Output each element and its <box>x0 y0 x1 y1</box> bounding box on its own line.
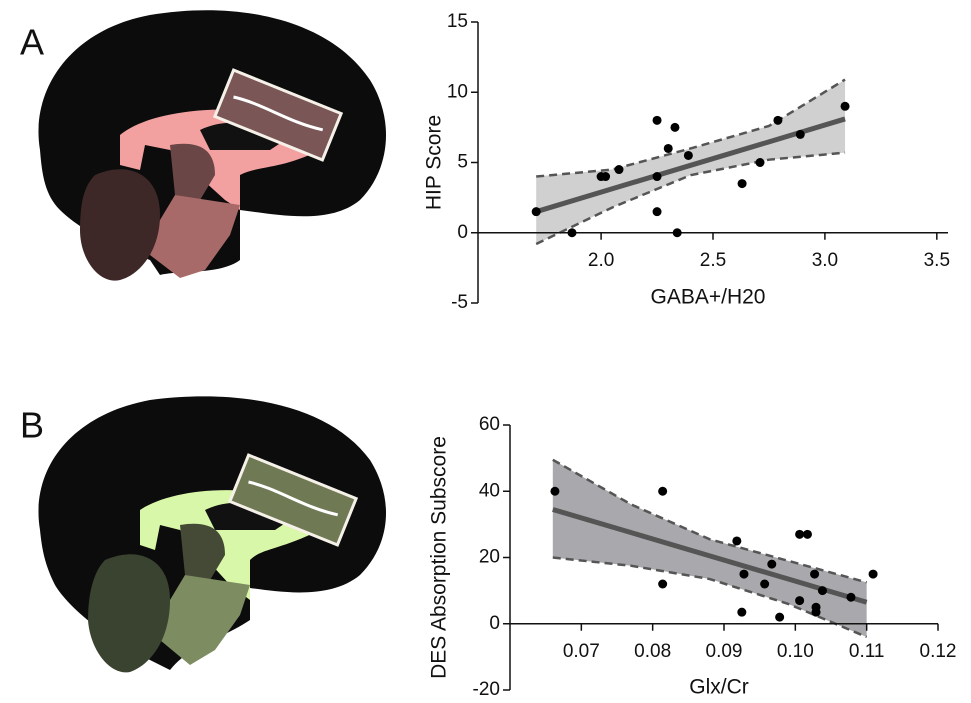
y-tick-label: 20 <box>479 547 500 568</box>
data-point <box>683 150 693 160</box>
data-point <box>802 529 812 539</box>
data-point <box>652 207 662 217</box>
x-tick-label: 3.0 <box>812 250 838 271</box>
x-axis-title: Glx/Cr <box>689 676 749 698</box>
data-point <box>652 115 662 125</box>
data-point <box>672 228 682 238</box>
data-point <box>767 559 777 569</box>
y-tick-label: -20 <box>473 679 500 698</box>
confidence-band <box>552 459 867 637</box>
data-point <box>846 592 856 602</box>
data-point <box>601 172 611 182</box>
data-point <box>658 579 668 589</box>
x-tick-label: 0.12 <box>920 641 957 662</box>
x-tick-label: 0.11 <box>849 641 885 662</box>
y-tick-label: 5 <box>457 152 468 173</box>
x-tick-label: 2.0 <box>588 250 614 271</box>
y-axis-title: DES Absorption Subscore <box>428 436 451 679</box>
data-point <box>614 165 624 175</box>
y-tick-label: 0 <box>489 613 500 634</box>
data-point <box>795 529 805 539</box>
confidence-bound <box>552 556 868 639</box>
panel-label: A <box>20 22 44 63</box>
data-point <box>840 101 850 111</box>
confidence-band <box>536 79 846 244</box>
data-point <box>773 115 783 125</box>
data-point <box>663 143 673 153</box>
regression-line <box>552 507 868 605</box>
data-point <box>550 486 560 496</box>
data-point <box>531 207 541 217</box>
y-tick-label: 0 <box>457 222 468 243</box>
confidence-bound <box>552 458 867 584</box>
panel-label: B <box>20 405 44 446</box>
y-tick-label: 40 <box>479 480 500 501</box>
data-point <box>811 607 821 617</box>
confidence-bound <box>535 151 846 246</box>
data-point <box>817 586 827 596</box>
data-point <box>795 129 805 139</box>
regression-line <box>535 116 846 215</box>
data-point <box>737 179 747 189</box>
x-tick-label: 0.07 <box>563 641 600 662</box>
data-point <box>737 607 747 617</box>
data-point <box>658 486 668 496</box>
brain-image-b <box>38 396 387 673</box>
x-tick-label: 0.10 <box>777 641 814 662</box>
data-point <box>755 158 765 167</box>
data-point <box>775 612 785 622</box>
y-tick-label: 60 <box>479 414 500 435</box>
data-point <box>795 596 805 606</box>
x-tick-label: 0.08 <box>634 641 671 662</box>
data-point <box>652 172 662 182</box>
x-axis-title: GABA+/H20 <box>651 285 766 308</box>
data-point <box>739 569 749 579</box>
y-tick-label: -5 <box>451 292 468 313</box>
confidence-bound <box>536 78 846 178</box>
data-point <box>868 569 878 579</box>
brain-image-a <box>38 10 387 281</box>
data-point <box>760 579 770 589</box>
y-tick-label: 15 <box>447 11 468 32</box>
data-point <box>670 122 680 132</box>
data-point <box>567 228 577 238</box>
data-point <box>732 536 742 546</box>
x-tick-label: 3.5 <box>924 250 950 271</box>
y-axis-title: HIP Score <box>423 115 446 210</box>
x-tick-label: 2.5 <box>700 250 726 271</box>
x-tick-label: 0.09 <box>706 641 743 662</box>
data-point <box>810 569 820 579</box>
y-tick-label: 10 <box>447 81 468 102</box>
